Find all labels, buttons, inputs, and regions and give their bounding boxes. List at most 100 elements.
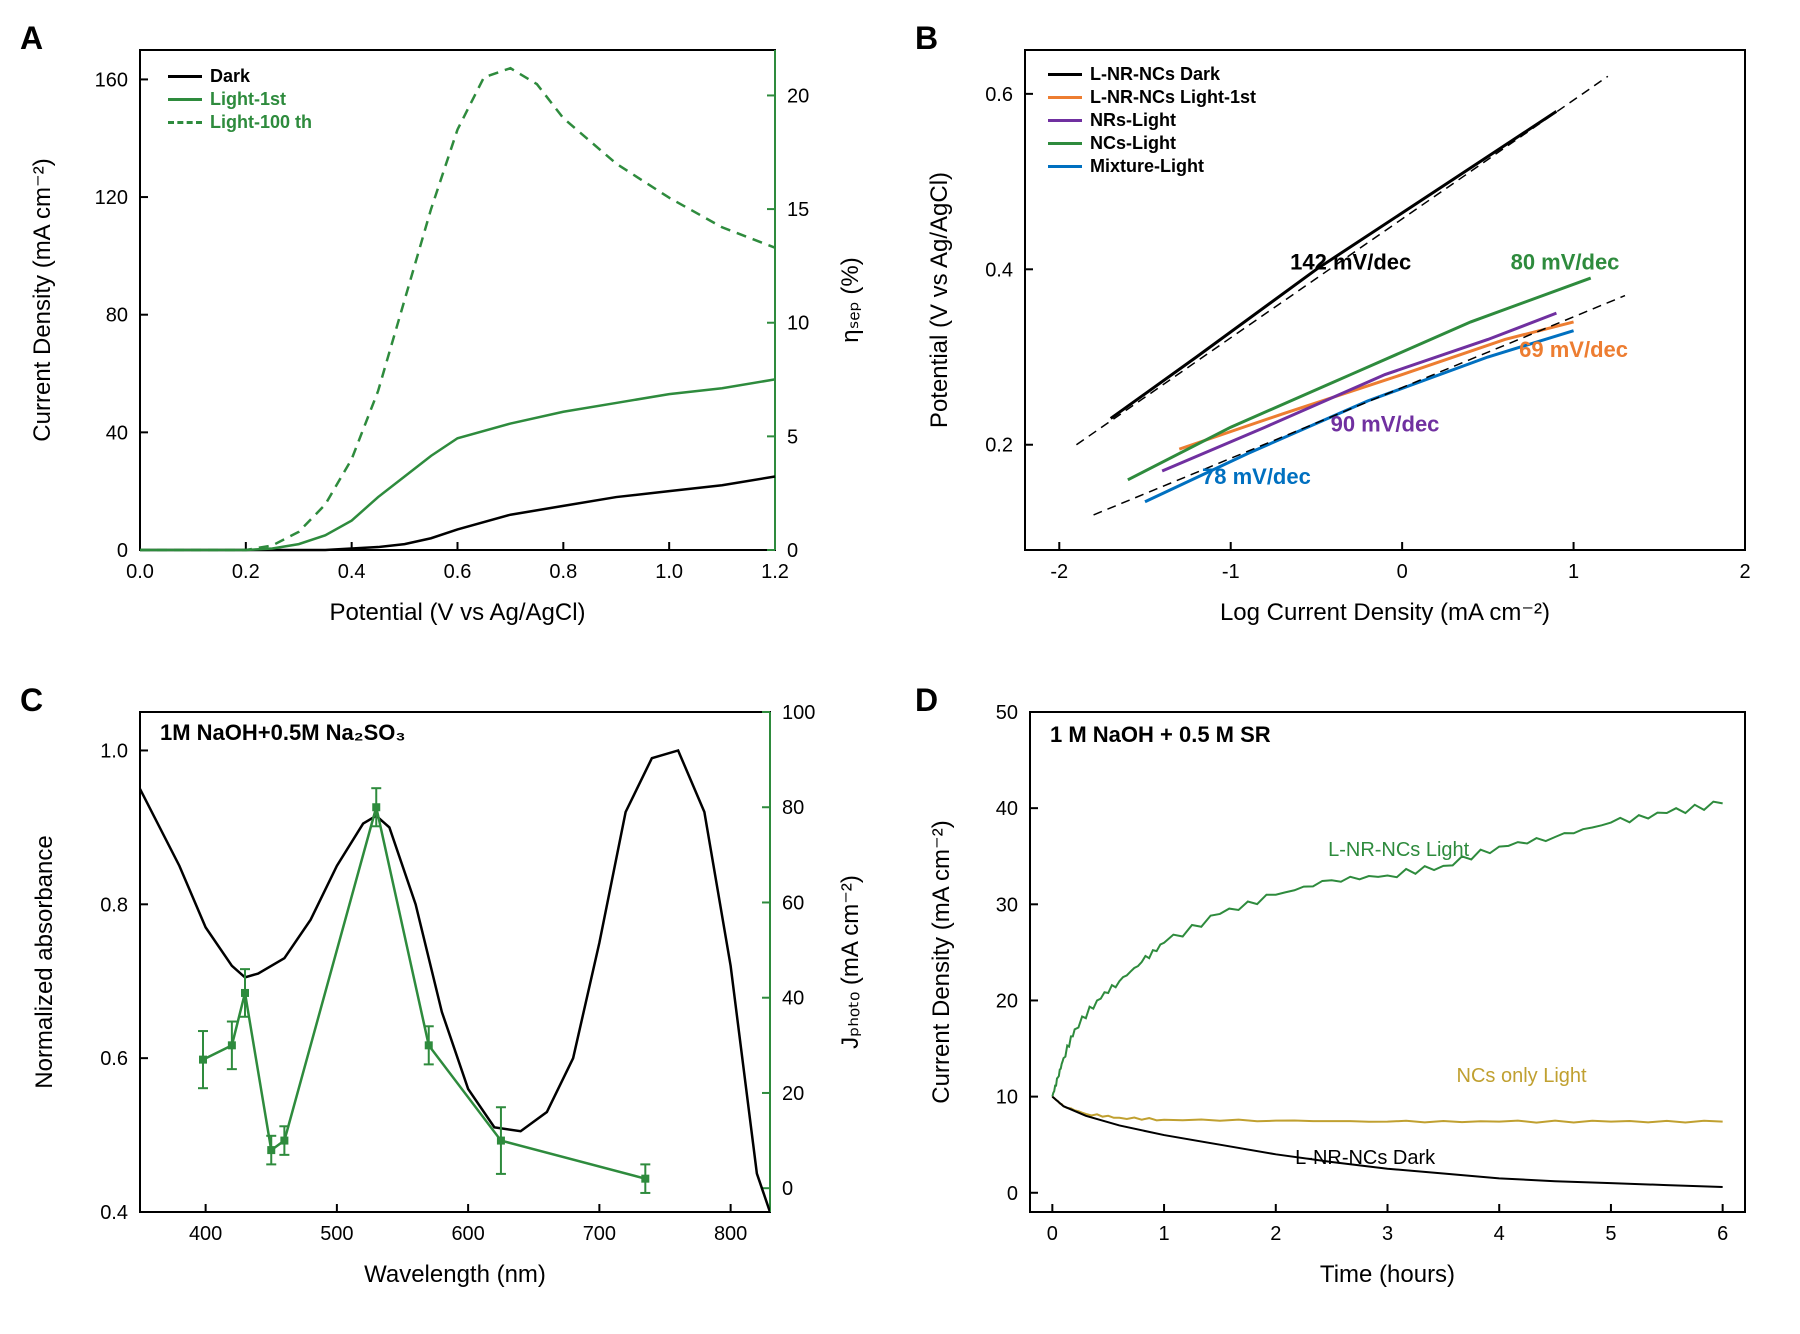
svg-text:0.6: 0.6 [100,1048,128,1070]
svg-text:Normalized absorbance: Normalized absorbance [31,835,58,1088]
figure-grid: A0.00.20.40.60.81.01.2040801201600510152… [20,20,1780,1314]
svg-text:2: 2 [1739,561,1750,583]
legend-label: Mixture-Light [1090,156,1204,177]
svg-text:0.4: 0.4 [985,259,1013,281]
svg-text:1.0: 1.0 [100,740,128,762]
svg-text:3: 3 [1382,1223,1393,1245]
svg-text:20: 20 [996,990,1018,1012]
svg-text:69 mV/dec: 69 mV/dec [1519,337,1628,362]
svg-text:160: 160 [95,69,128,91]
svg-text:1: 1 [1159,1223,1170,1245]
svg-text:5: 5 [1605,1223,1616,1245]
svg-text:100: 100 [782,702,815,724]
svg-text:1.2: 1.2 [761,561,789,583]
svg-text:0: 0 [117,540,128,562]
panel-b: B -2 -1 0 1 2 0.2 0.4 0.6 Log Current Density (mA… [915,20,1780,652]
svg-text:0.4: 0.4 [338,561,366,583]
panel-d: D 0 1 2 3 4 5 6 0 10 20 30 40 50 Time (hours) Current D… [915,682,1780,1314]
svg-text:2: 2 [1270,1223,1281,1245]
svg-text:80: 80 [782,797,804,819]
svg-text:0: 0 [1397,561,1408,583]
svg-text:L-NR-NCs Dark: L-NR-NCs Dark [1295,1147,1436,1169]
svg-text:500: 500 [320,1223,353,1245]
legend-item: Dark [168,66,312,87]
svg-text:10: 10 [996,1087,1018,1109]
svg-text:0.6: 0.6 [444,561,472,583]
panel-label-d: D [915,682,938,719]
panel-c: C4005006007008000.40.60.81.0020406080100… [20,682,885,1314]
legend-label: Dark [210,66,250,87]
svg-text:800: 800 [714,1223,747,1245]
svg-text:Current Density (mA cm⁻²): Current Density (mA cm⁻²) [29,158,56,441]
svg-text:78 mV/dec: 78 mV/dec [1202,464,1311,489]
panel-label-a: A [20,20,43,57]
svg-text:600: 600 [451,1223,484,1245]
svg-text:20: 20 [787,85,809,107]
svg-text:4: 4 [1494,1223,1505,1245]
legend-label: L-NR-NCs Dark [1090,64,1220,85]
svg-text:Jₚₕₒₜₒ (mA cm⁻²): Jₚₕₒₜₒ (mA cm⁻²) [837,875,864,1049]
svg-text:0: 0 [787,540,798,562]
svg-text:0.8: 0.8 [549,561,577,583]
legend-item: L-NR-NCs Dark [1048,64,1256,85]
svg-text:80: 80 [106,305,128,327]
panel-a: A0.00.20.40.60.81.01.2040801201600510152… [20,20,885,652]
svg-text:1.0: 1.0 [655,561,683,583]
legend-item: Light-1st [168,89,312,110]
svg-text:90 mV/dec: 90 mV/dec [1331,412,1440,437]
svg-text:0.2: 0.2 [232,561,260,583]
panel-label-b: B [915,20,938,57]
svg-text:40: 40 [996,798,1018,820]
legend-item: NRs-Light [1048,110,1256,131]
svg-text:0: 0 [1007,1183,1018,1205]
chart-d: 0 1 2 3 4 5 6 0 10 20 30 40 50 Time (hours) Current De… [915,682,1775,1302]
svg-text:Current Density (mA cm⁻²): Current Density (mA cm⁻²) [928,820,955,1103]
legend-label: L-NR-NCs Light-1st [1090,87,1256,108]
svg-text:40: 40 [782,988,804,1010]
chart-c: 4005006007008000.40.60.81.0020406080100W… [20,682,880,1302]
svg-text:142 mV/dec: 142 mV/dec [1290,249,1411,274]
svg-text:5: 5 [787,426,798,448]
legend-item: NCs-Light [1048,133,1256,154]
legend-label: Light-100 th [210,112,312,133]
svg-text:0: 0 [782,1178,793,1200]
svg-text:-2: -2 [1050,561,1068,583]
svg-text:Potential (V vs Ag/AgCl): Potential (V vs Ag/AgCl) [329,599,585,626]
svg-text:60: 60 [782,892,804,914]
legend-a: DarkLight-1stLight-100 th [160,60,320,139]
svg-text:L-NR-NCs Light: L-NR-NCs Light [1328,839,1470,861]
svg-text:15: 15 [787,199,809,221]
legend-item: Mixture-Light [1048,156,1256,177]
panel-label-c: C [20,682,43,719]
svg-text:400: 400 [189,1223,222,1245]
svg-text:ηₛₑₚ (%): ηₛₑₚ (%) [837,257,864,343]
svg-text:0.4: 0.4 [100,1202,128,1224]
legend-label: NCs-Light [1090,133,1176,154]
legend-b: L-NR-NCs DarkL-NR-NCs Light-1stNRs-Light… [1040,58,1264,183]
svg-text:1: 1 [1568,561,1579,583]
svg-text:80 mV/dec: 80 mV/dec [1511,249,1620,274]
svg-text:1 M NaOH + 0.5 M SR: 1 M NaOH + 0.5 M SR [1050,722,1271,747]
svg-text:Wavelength (nm): Wavelength (nm) [364,1261,546,1288]
legend-label: Light-1st [210,89,286,110]
svg-text:120: 120 [95,187,128,209]
svg-text:0: 0 [1047,1223,1058,1245]
svg-text:NCs only Light: NCs only Light [1457,1065,1588,1087]
svg-text:0.8: 0.8 [100,894,128,916]
legend-item: Light-100 th [168,112,312,133]
svg-text:40: 40 [106,422,128,444]
svg-text:10: 10 [787,313,809,335]
svg-text:6: 6 [1717,1223,1728,1245]
svg-text:1M NaOH+0.5M Na₂SO₃: 1M NaOH+0.5M Na₂SO₃ [160,720,406,745]
svg-text:Log Current Density (mA cm⁻²): Log Current Density (mA cm⁻²) [1220,599,1550,626]
svg-text:-1: -1 [1222,561,1240,583]
svg-text:50: 50 [996,702,1018,724]
svg-text:700: 700 [583,1223,616,1245]
svg-text:30: 30 [996,894,1018,916]
svg-text:0.6: 0.6 [985,84,1013,106]
chart-a: 0.00.20.40.60.81.01.20408012016005101520… [20,20,880,640]
svg-text:0.2: 0.2 [985,435,1013,457]
svg-text:Potential (V vs Ag/AgCl): Potential (V vs Ag/AgCl) [926,172,953,428]
svg-text:Time (hours): Time (hours) [1320,1261,1455,1288]
legend-item: L-NR-NCs Light-1st [1048,87,1256,108]
